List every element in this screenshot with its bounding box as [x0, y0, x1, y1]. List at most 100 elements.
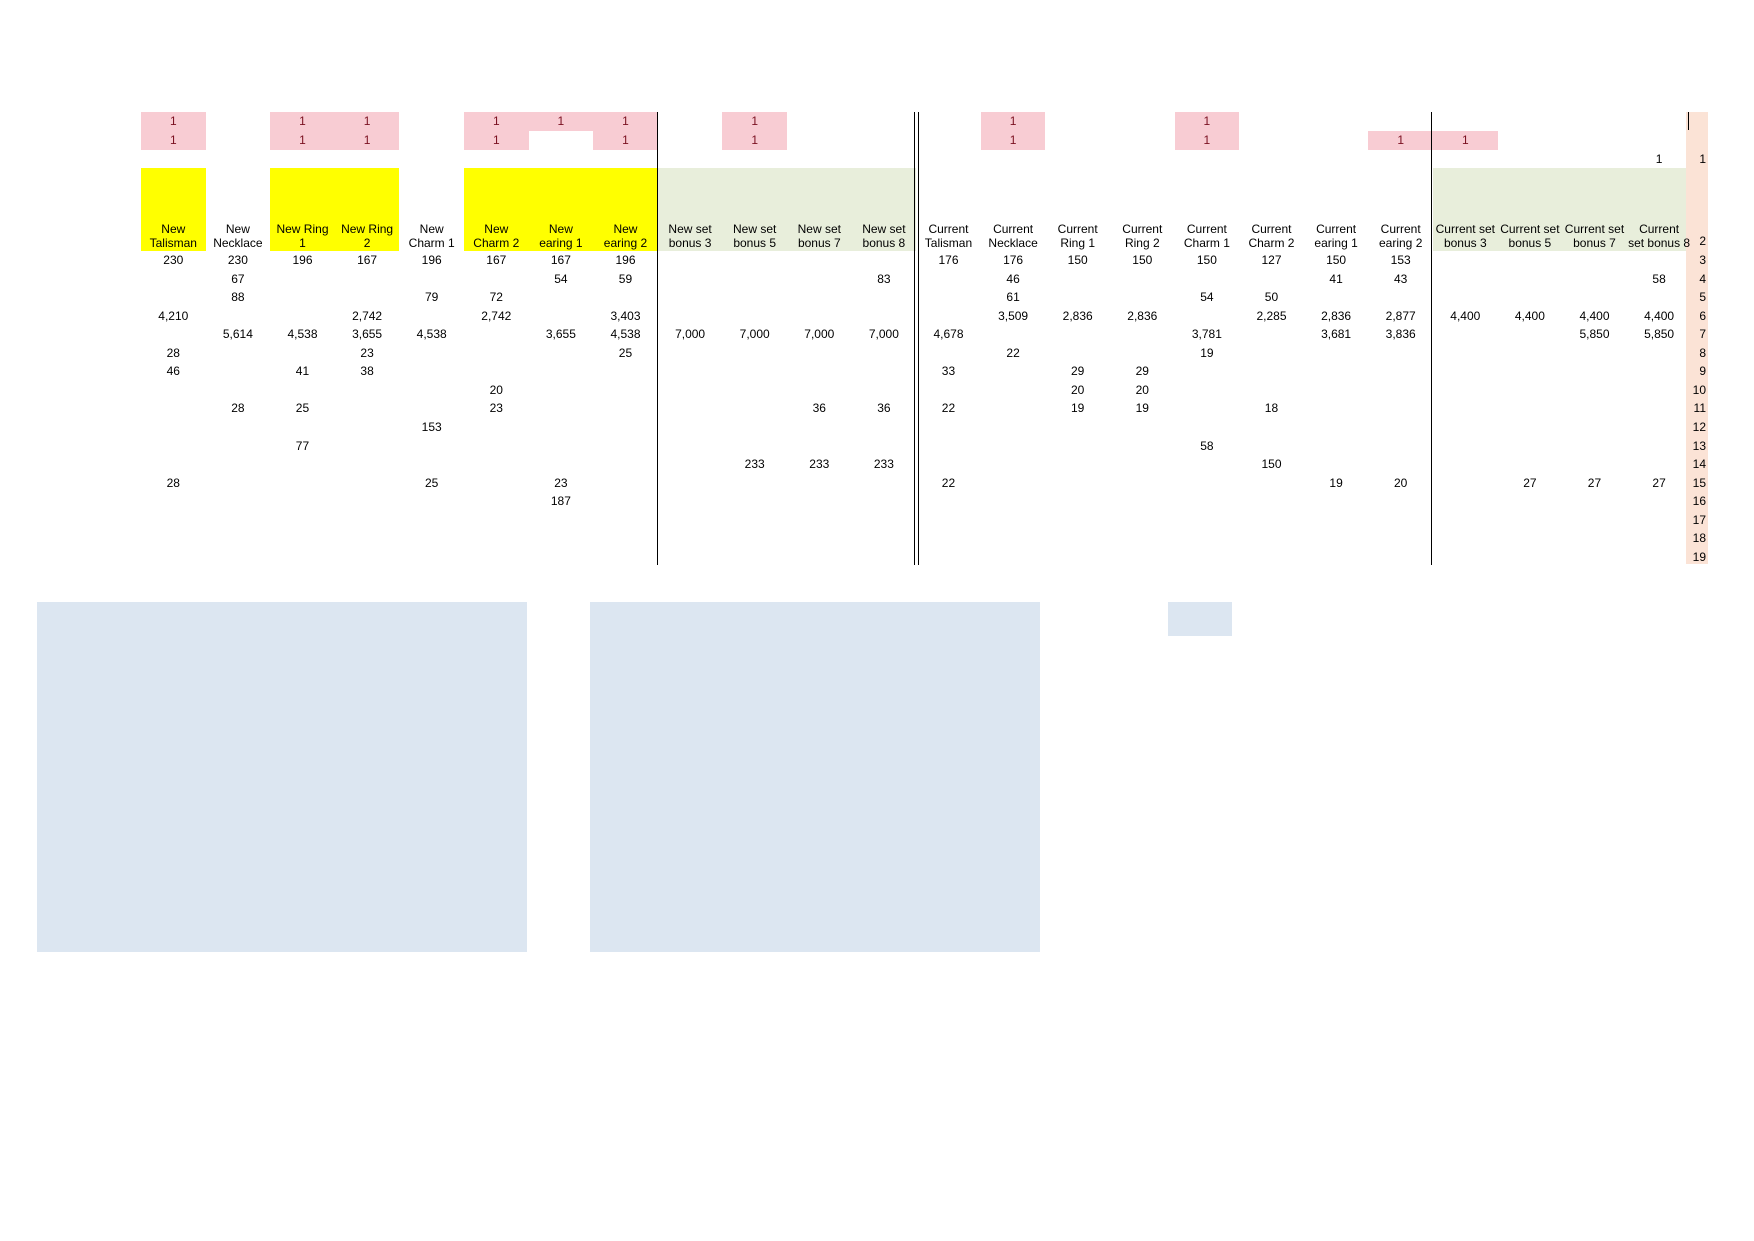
mix2-stat-label[interactable] — [592, 904, 656, 922]
mix1-stat-label[interactable] — [39, 830, 149, 848]
mix1-stat-label[interactable] — [39, 941, 149, 959]
row-number[interactable]: 9 — [1699, 364, 1706, 379]
stat-label[interactable] — [39, 362, 139, 380]
current-bonus-flag[interactable]: 1 — [1655, 152, 1663, 166]
mix1-gap-header-b[interactable] — [271, 622, 331, 640]
mix2-mix-value[interactable] — [718, 700, 782, 718]
mix1-stat-label[interactable] — [39, 681, 149, 699]
stat-value[interactable]: 233 — [873, 457, 894, 472]
gap-stat-label[interactable] — [1105, 867, 1169, 885]
mix1-gap-value[interactable] — [269, 755, 333, 773]
mix1-mix-value[interactable] — [204, 811, 268, 829]
mix2-mix-value[interactable] — [718, 663, 782, 681]
mix2-gap-value[interactable] — [782, 811, 846, 829]
stat-value[interactable]: 19 — [1329, 475, 1343, 490]
mix1-count-label[interactable] — [399, 755, 489, 773]
gap-header[interactable] — [1168, 622, 1232, 640]
column-header[interactable]: Current earing 1 — [1304, 220, 1369, 250]
column-header[interactable]: Current Talisman — [916, 220, 981, 250]
mix1-stat-label[interactable] — [39, 774, 149, 792]
stat-label[interactable] — [39, 270, 139, 288]
column-header[interactable]: Current earing 2 — [1368, 220, 1433, 250]
mix2-gap-value[interactable] — [782, 644, 846, 662]
stat-value[interactable]: 27 — [1652, 475, 1666, 490]
gap-stat-label[interactable] — [1105, 700, 1169, 718]
mix1-current-value[interactable] — [140, 737, 204, 755]
mix2-current-header[interactable] — [655, 622, 715, 640]
mix2-stat-label[interactable] — [592, 811, 656, 829]
mix2-stat-label[interactable] — [592, 718, 656, 736]
stat-value[interactable]: 167 — [357, 253, 378, 267]
gap-value[interactable] — [1168, 737, 1232, 755]
row-number[interactable]: 1 — [1699, 152, 1706, 166]
mix1-gap-value[interactable] — [269, 811, 333, 829]
stat-value[interactable]: 19 — [1200, 345, 1214, 360]
stat-label[interactable] — [39, 381, 139, 399]
row-number[interactable]: 17 — [1692, 512, 1706, 527]
mix2-flag[interactable]: 1 — [1009, 133, 1017, 147]
stat-value[interactable]: 28 — [166, 475, 180, 490]
stat-value[interactable]: 29 — [1135, 364, 1149, 379]
gap-value[interactable] — [1168, 700, 1232, 718]
mix2-gap-value[interactable] — [782, 755, 846, 773]
gap-value[interactable] — [1168, 848, 1232, 866]
mix1-gap-value[interactable] — [269, 718, 333, 736]
mix1-current-value[interactable] — [140, 644, 204, 662]
stat-value[interactable]: 2,877 — [1385, 308, 1416, 323]
mix2-mix-value[interactable] — [718, 718, 782, 736]
mix2-current-value[interactable] — [653, 904, 717, 922]
mix2-current-value[interactable] — [653, 700, 717, 718]
mix1-gap-value[interactable] — [269, 904, 333, 922]
stat-value[interactable]: 233 — [809, 457, 830, 472]
stat-label[interactable] — [39, 418, 139, 436]
gap-stat-label[interactable] — [1105, 663, 1169, 681]
mix1-mix-value[interactable] — [204, 663, 268, 681]
stat-value[interactable]: 7,000 — [675, 327, 706, 342]
mix2-count-label[interactable] — [912, 700, 1002, 718]
gap-value[interactable] — [1168, 681, 1232, 699]
mix1-count-value[interactable] — [519, 681, 529, 699]
stat-value[interactable]: 230 — [163, 253, 184, 267]
mix1-gap-value[interactable] — [269, 663, 333, 681]
mix1-flag[interactable]: 1 — [1203, 114, 1211, 128]
stat-label[interactable] — [39, 399, 139, 417]
mix2-stat-label[interactable] — [592, 941, 656, 959]
row-number[interactable]: 4 — [1699, 271, 1706, 286]
gap-value[interactable] — [1168, 774, 1232, 792]
stat-value[interactable]: 23 — [360, 345, 374, 360]
gap-stat-label[interactable] — [1105, 792, 1169, 810]
stat-value[interactable]: 36 — [877, 401, 891, 416]
mix1-gap-value[interactable] — [269, 885, 333, 903]
column-header[interactable]: Current Charm 2 — [1239, 220, 1304, 250]
mix2-gap-value[interactable] — [782, 904, 846, 922]
mix1-count-value[interactable] — [519, 700, 529, 718]
mix1-mix-value[interactable] — [204, 941, 268, 959]
mix1-flag[interactable]: 1 — [363, 114, 371, 128]
stat-value[interactable]: 2,285 — [1256, 308, 1287, 323]
mix2-mix-value[interactable] — [718, 922, 782, 940]
mix1-gap-value[interactable] — [269, 792, 333, 810]
mix1-flag[interactable]: 1 — [299, 114, 306, 128]
stat-value[interactable]: 59 — [618, 271, 633, 286]
stat-value[interactable]: 22 — [941, 401, 956, 416]
mix1-count-value[interactable] — [519, 718, 529, 736]
mix1-current-header[interactable] — [142, 622, 202, 640]
column-header[interactable]: Current set bonus 8 — [1627, 220, 1692, 250]
mix2-gap-value[interactable] — [782, 700, 846, 718]
column-header[interactable]: New Charm 1 — [399, 220, 464, 250]
gap-title[interactable] — [1105, 622, 1165, 640]
gap-value[interactable] — [1168, 644, 1232, 662]
stat-value[interactable]: 23 — [489, 401, 503, 416]
mix1-mix-value[interactable] — [204, 922, 268, 940]
gap-value[interactable] — [1168, 663, 1232, 681]
mix2-gap-value[interactable] — [782, 848, 846, 866]
mix1-stat-label[interactable] — [39, 718, 149, 736]
mix1-count-value[interactable] — [519, 755, 529, 773]
column-header[interactable]: New Ring 1 — [270, 220, 335, 250]
mix2-stat-label[interactable] — [592, 848, 656, 866]
stat-value[interactable]: 2,742 — [481, 308, 512, 323]
gap-stat-label[interactable] — [1105, 904, 1169, 922]
stat-value[interactable]: 20 — [489, 382, 503, 397]
stat-value[interactable]: 167 — [486, 253, 507, 267]
mix1-stat-label[interactable] — [39, 755, 149, 773]
